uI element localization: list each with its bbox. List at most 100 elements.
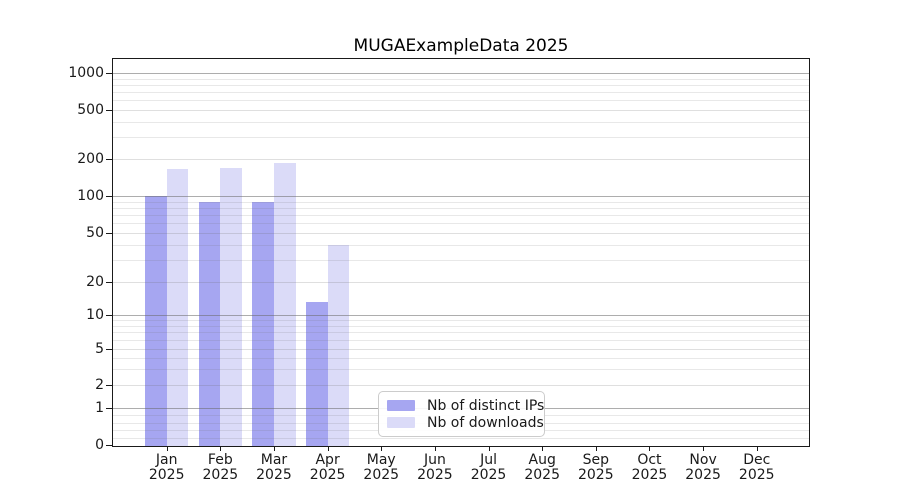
y-tick-mark-5 xyxy=(106,349,112,350)
gridline-200 xyxy=(113,159,809,160)
gridline-minor-7 xyxy=(113,332,809,334)
y-tick-mark-20 xyxy=(106,281,112,283)
gridline-20 xyxy=(113,281,809,283)
x-tick-month: Oct xyxy=(637,452,662,468)
y-tick-mark-50 xyxy=(106,233,112,234)
x-tick-label-sep-2025: Sep 2025 xyxy=(564,453,628,483)
bar-nb-of-downloads-apr-2025 xyxy=(327,244,350,446)
x-tick-label-feb-2025: Feb 2025 xyxy=(188,453,252,483)
x-tick-label-aug-2025: Aug 2025 xyxy=(510,453,574,483)
legend-label-downloads: Nb of downloads xyxy=(427,414,544,431)
gridline-2 xyxy=(113,385,809,386)
bar-nb-of-distinct-ips-jan-2025 xyxy=(145,196,167,446)
bars-layer xyxy=(113,59,809,446)
ticks-layer: 0 1 2 5 10 20 50 100 200 500 1000 Jan 2025 Feb 2025 Mar… xyxy=(68,59,809,483)
gridline-minor-4 xyxy=(113,357,809,359)
x-tick-month: Jun xyxy=(423,452,446,468)
x-tick-label-jul-2025: Jul 2025 xyxy=(457,453,521,483)
y-tick-mark-10 xyxy=(106,315,112,316)
x-tick-year: 2025 xyxy=(738,467,775,483)
x-tick-label-nov-2025: Nov 2025 xyxy=(671,453,735,483)
y-tick-mark-100 xyxy=(106,196,112,197)
gridline-100 xyxy=(113,196,809,197)
plot-area: 0 1 2 5 10 20 50 100 200 500 1000 Jan 2025 Feb 2025 Mar… xyxy=(68,58,810,483)
gridline-minor-0-2 xyxy=(113,437,809,439)
bar-nb-of-distinct-ips-feb-2025 xyxy=(198,201,221,446)
legend-swatch-distinct-ips xyxy=(387,400,415,411)
x-tick-year: 2025 xyxy=(363,467,400,483)
x-tick-label-dec-2025: Dec 2025 xyxy=(725,453,789,483)
gridline-500 xyxy=(113,110,809,111)
x-tick-year: 2025 xyxy=(470,467,507,483)
gridline-minor-400 xyxy=(113,121,809,123)
x-tick-month: Feb xyxy=(207,452,233,468)
y-tick-label-200: 200 xyxy=(77,151,104,167)
gridline-minor-80 xyxy=(113,207,809,209)
y-tick-mark-1 xyxy=(106,407,112,409)
gridline-minor-3 xyxy=(113,369,809,371)
x-tick-mark-nov-2025 xyxy=(703,446,705,451)
legend-item-downloads: Nb of downloads xyxy=(387,414,544,431)
x-tick-year: 2025 xyxy=(524,467,560,483)
x-tick-mark-jun-2025 xyxy=(434,446,436,451)
x-tick-mark-oct-2025 xyxy=(649,446,651,451)
x-tick-mark-mar-2025 xyxy=(273,446,275,451)
gridline-minor-6 xyxy=(113,340,809,342)
y-tick-label-20: 20 xyxy=(86,273,104,290)
x-tick-month: Mar xyxy=(260,452,288,468)
x-tick-year: 2025 xyxy=(631,467,668,483)
x-tick-year: 2025 xyxy=(309,467,346,483)
x-tick-mark-aug-2025 xyxy=(542,446,544,451)
x-tick-year: 2025 xyxy=(148,467,185,483)
x-tick-label-jun-2025: Jun 2025 xyxy=(403,453,467,483)
chart-title: MUGAExampleData 2025 xyxy=(353,36,569,56)
x-tick-month: May xyxy=(366,452,396,468)
y-tick-mark-2 xyxy=(106,385,112,386)
y-tick-label-1000: 1000 xyxy=(68,65,104,81)
y-tick-label-50: 50 xyxy=(86,225,104,241)
x-tick-year: 2025 xyxy=(685,467,721,483)
bar-nb-of-distinct-ips-apr-2025 xyxy=(306,302,328,446)
bar-nb-of-downloads-jan-2025 xyxy=(166,169,189,446)
gridline-50 xyxy=(113,233,809,234)
x-tick-year: 2025 xyxy=(577,467,614,483)
y-tick-label-500: 500 xyxy=(77,102,104,118)
y-tick-label-2: 2 xyxy=(95,377,104,393)
x-tick-mark-feb-2025 xyxy=(220,446,222,451)
x-tick-mark-apr-2025 xyxy=(327,446,329,451)
x-tick-mark-dec-2025 xyxy=(756,446,758,451)
bar-nb-of-downloads-mar-2025 xyxy=(273,163,296,446)
x-tick-month: Dec xyxy=(743,452,771,468)
bar-nb-of-downloads-feb-2025 xyxy=(220,167,242,446)
y-tick-label-100: 100 xyxy=(77,188,104,204)
legend-item-distinct-ips: Nb of distinct IPs xyxy=(387,397,544,414)
gridline-minor-600 xyxy=(113,100,809,102)
x-tick-month: Aug xyxy=(528,452,556,468)
legend-label-distinct-ips: Nb of distinct IPs xyxy=(427,397,545,414)
gridline-minor-800 xyxy=(113,84,809,86)
gridline-minor-9 xyxy=(113,320,809,322)
gridline-minor-8 xyxy=(113,325,809,327)
y-tick-label-1: 1 xyxy=(95,399,104,416)
x-tick-label-mar-2025: Mar 2025 xyxy=(242,453,306,483)
x-tick-label-oct-2025: Oct 2025 xyxy=(617,453,681,483)
gridline-1000 xyxy=(113,73,809,74)
gridline-minor-300 xyxy=(113,137,809,139)
y-tick-mark-0 xyxy=(106,445,112,446)
gridline-minor-700 xyxy=(113,92,809,94)
x-tick-month: Apr xyxy=(315,452,340,468)
x-tick-month: Jan xyxy=(155,452,178,468)
x-tick-year: 2025 xyxy=(202,467,239,483)
gridline-10 xyxy=(113,315,809,316)
x-tick-year: 2025 xyxy=(417,467,453,483)
x-tick-mark-jul-2025 xyxy=(488,446,490,451)
y-tick-label-5: 5 xyxy=(95,341,104,357)
gridline-minor-90 xyxy=(113,201,809,203)
x-tick-label-may-2025: May 2025 xyxy=(349,453,413,483)
x-tick-label-apr-2025: Apr 2025 xyxy=(296,453,360,483)
legend-swatch-downloads xyxy=(387,417,415,428)
y-tick-mark-200 xyxy=(106,159,112,160)
x-tick-month: Sep xyxy=(582,452,609,468)
y-tick-label-0: 0 xyxy=(95,437,104,453)
x-tick-month: Nov xyxy=(689,452,717,468)
